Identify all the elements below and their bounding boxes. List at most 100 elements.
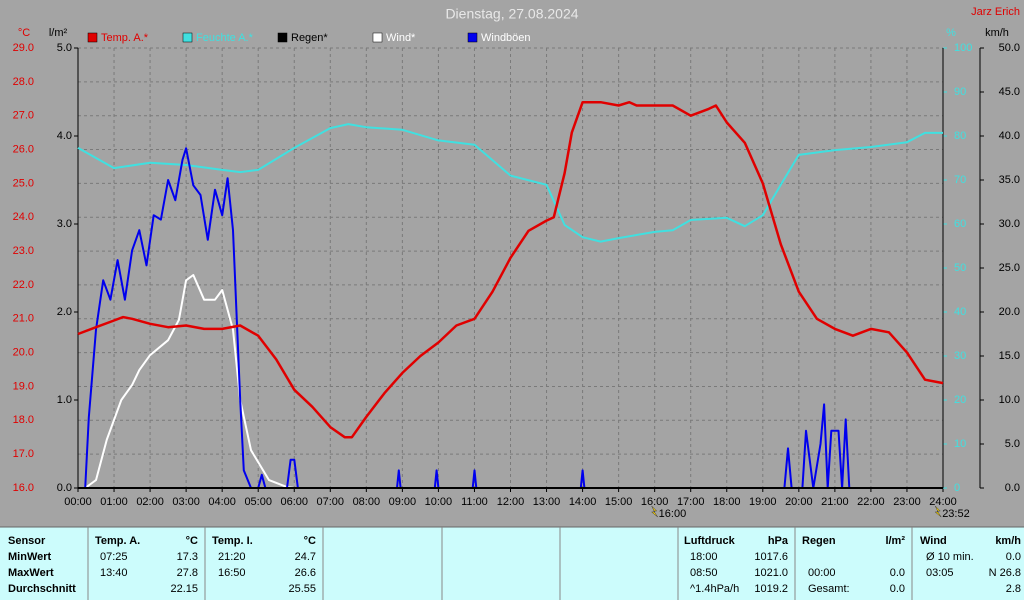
cell-value: 25.55	[288, 583, 316, 595]
cell-value: 0.0	[890, 583, 905, 595]
annotation-label: 16:00	[659, 508, 687, 520]
cell-time: 18:00	[690, 551, 718, 563]
cell-time: 08:50	[690, 567, 718, 579]
cell-value: 2.8	[1006, 583, 1021, 595]
table-panel	[0, 527, 1024, 600]
cell-time: 07:25	[100, 551, 128, 563]
x-tick-label: 18:00	[713, 496, 741, 508]
author: Jarz Erich	[971, 6, 1020, 18]
chart-title: Dienstag, 27.08.2024	[445, 6, 578, 22]
group-header: Luftdruck	[684, 535, 736, 547]
row-label: Durchschnitt	[8, 583, 76, 595]
y-tick-label: 21.0	[13, 313, 34, 325]
group-unit: l/m²	[885, 535, 905, 547]
y3-tick-label: 50	[954, 262, 966, 274]
y4-tick-label: 35.0	[999, 174, 1020, 186]
series-line	[84, 274, 295, 489]
y2-tick-label: 2.0	[57, 306, 72, 318]
x-tick-label: 24:00	[929, 496, 957, 508]
y2-tick-label: 4.0	[57, 130, 72, 142]
y4-unit: km/h	[985, 27, 1009, 39]
x-tick-label: 02:00	[136, 496, 164, 508]
y3-tick-label: 10	[954, 438, 966, 450]
x-tick-label: 12:00	[497, 496, 525, 508]
cell-value: 17.3	[177, 551, 198, 563]
group-header: Wind	[920, 535, 947, 547]
cell-time: 00:00	[808, 567, 836, 579]
x-tick-label: 06:00	[280, 496, 308, 508]
y3-tick-label: 80	[954, 130, 966, 142]
x-tick-label: 00:00	[64, 496, 92, 508]
annotation-icon	[934, 505, 942, 518]
x-tick-label: 16:00	[641, 496, 669, 508]
cell-value: 0.0	[890, 567, 905, 579]
y3-tick-label: 20	[954, 394, 966, 406]
y2-tick-label: 3.0	[57, 218, 72, 230]
group-header: Temp. A.	[95, 535, 140, 547]
y3-tick-label: 40	[954, 306, 966, 318]
cell-value: 27.8	[177, 567, 198, 579]
x-tick-label: 14:00	[569, 496, 597, 508]
group-unit: km/h	[995, 535, 1021, 547]
y4-tick-label: 45.0	[999, 86, 1020, 98]
y4-tick-label: 0.0	[1005, 482, 1020, 494]
y3-tick-label: 30	[954, 350, 966, 362]
cell-time: Ø 10 min.	[926, 551, 974, 563]
y3-tick-label: 90	[954, 86, 966, 98]
cell-time: ^1.4hPa/h	[690, 583, 739, 595]
y4-tick-label: 5.0	[1005, 438, 1020, 450]
y-tick-label: 17.0	[13, 448, 34, 460]
x-tick-label: 21:00	[821, 496, 849, 508]
y4-tick-label: 30.0	[999, 218, 1020, 230]
y-tick-label: 18.0	[13, 414, 34, 426]
cell-value: 22.15	[170, 583, 198, 595]
series-line	[77, 123, 943, 243]
legend-label: Temp. A.*	[101, 32, 149, 44]
y4-tick-label: 50.0	[999, 42, 1020, 54]
y4-tick-label: 20.0	[999, 306, 1020, 318]
row-label: MaxWert	[8, 567, 54, 579]
cell-value: 24.7	[295, 551, 316, 563]
x-tick-label: 08:00	[353, 496, 381, 508]
legend-swatch	[182, 32, 193, 43]
group-header: Temp. I.	[212, 535, 253, 547]
x-tick-label: 13:00	[533, 496, 561, 508]
y-tick-label: 25.0	[13, 177, 34, 189]
group-unit: °C	[304, 535, 316, 547]
y-tick-label: 16.0	[13, 482, 34, 494]
cell-value: 1021.0	[754, 567, 788, 579]
series-line	[84, 147, 853, 489]
x-tick-label: 19:00	[749, 496, 777, 508]
y-tick-label: 24.0	[13, 211, 34, 223]
legend-label: Wind*	[386, 32, 416, 44]
y-tick-label: 20.0	[13, 347, 34, 359]
cell-time: 16:50	[218, 567, 246, 579]
x-tick-label: 23:00	[893, 496, 921, 508]
legend-swatch	[87, 32, 98, 43]
legend-label: Windböen	[481, 32, 531, 44]
y-tick-label: 26.0	[13, 143, 34, 155]
x-tick-label: 05:00	[244, 496, 272, 508]
y4-tick-label: 15.0	[999, 350, 1020, 362]
y3-unit: %	[946, 27, 956, 39]
y4-tick-label: 25.0	[999, 262, 1020, 274]
cell-value: 1017.6	[754, 551, 788, 563]
y3-tick-label: 100	[954, 42, 972, 54]
y-tick-label: 19.0	[13, 380, 34, 392]
cell-time: 21:20	[218, 551, 246, 563]
y-tick-label: 23.0	[13, 245, 34, 257]
x-tick-label: 15:00	[605, 496, 633, 508]
group-header: Regen	[802, 535, 836, 547]
x-tick-label: 11:00	[461, 496, 488, 508]
legend-swatch	[372, 32, 383, 43]
cell-value: 26.6	[295, 567, 316, 579]
y-unit: °C	[18, 27, 30, 39]
y3-tick-label: 70	[954, 174, 966, 186]
cell-value: 1019.2	[754, 583, 788, 595]
y-tick-label: 27.0	[13, 110, 34, 122]
row-label: MinWert	[8, 551, 52, 563]
group-unit: °C	[186, 535, 198, 547]
y2-unit: l/m²	[49, 27, 68, 39]
table-header: Sensor	[8, 535, 46, 547]
